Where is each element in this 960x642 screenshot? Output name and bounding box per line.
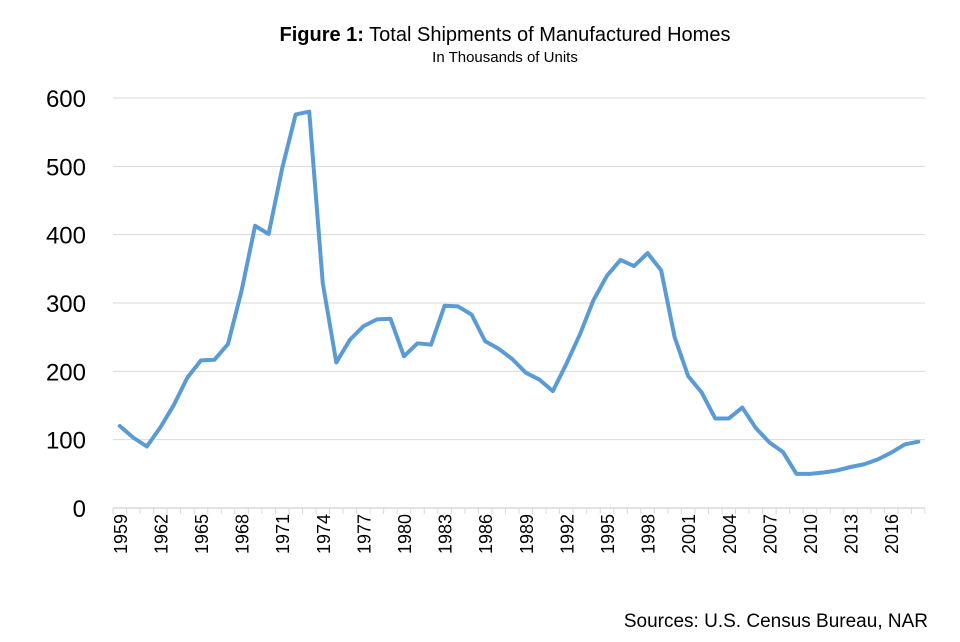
x-tick-label: 1980	[395, 514, 415, 554]
source-note: Sources: U.S. Census Bureau, NAR	[623, 611, 928, 632]
x-tick-label: 2004	[720, 514, 740, 554]
x-tick-label: 2016	[882, 514, 902, 554]
x-tick-label: 2013	[842, 514, 862, 554]
series-layer	[117, 109, 921, 476]
x-tick-label: 1974	[314, 514, 334, 554]
x-tick-label: 1971	[273, 514, 293, 554]
x-tick-label: 1968	[233, 514, 253, 554]
grid-lines	[113, 97, 925, 441]
chart-title-prefix: Figure 1:	[279, 24, 364, 46]
x-axis-tick-labels: 1959 1962 1965 1968 1971 1974 1977 1980 1983 1986…	[111, 514, 902, 554]
x-tick-label: 2010	[801, 514, 821, 554]
x-tick-label: 1992	[557, 514, 577, 554]
chart-title-text: Total Shipments of Manufactured Homes	[369, 24, 731, 46]
x-tick-label: 1995	[598, 514, 618, 554]
x-tick-label: 1962	[151, 514, 171, 554]
x-axis	[112, 507, 926, 514]
y-tick-label: 400	[46, 223, 86, 250]
x-tick-label: 1977	[354, 514, 374, 554]
chart-title-block: Figure 1: Total Shipments of Manufacture…	[0, 22, 960, 68]
y-tick-label: 0	[73, 496, 86, 523]
y-tick-label: 500	[46, 154, 86, 181]
y-tick-label: 600	[46, 86, 86, 113]
x-tick-label: 1959	[111, 514, 131, 554]
x-tick-label: 2007	[760, 514, 780, 554]
chart-title: Figure 1: Total Shipments of Manufacture…	[0, 22, 960, 48]
y-tick-label: 100	[46, 428, 86, 455]
x-tick-label: 1989	[517, 514, 537, 554]
x-tick-label: 2001	[679, 514, 699, 554]
y-tick-label: 200	[46, 359, 86, 386]
x-tick-label: 1965	[192, 514, 212, 554]
x-tick-label: 1983	[436, 514, 456, 554]
x-tick-label: 1998	[639, 514, 659, 554]
y-axis-tick-labels: 0 100 200 300 400 500 600	[46, 86, 86, 523]
x-tick-label: 1986	[476, 514, 496, 554]
y-tick-label: 300	[46, 291, 86, 318]
chart-subtitle: In Thousands of Units	[432, 49, 578, 66]
series-line-0	[117, 109, 921, 476]
